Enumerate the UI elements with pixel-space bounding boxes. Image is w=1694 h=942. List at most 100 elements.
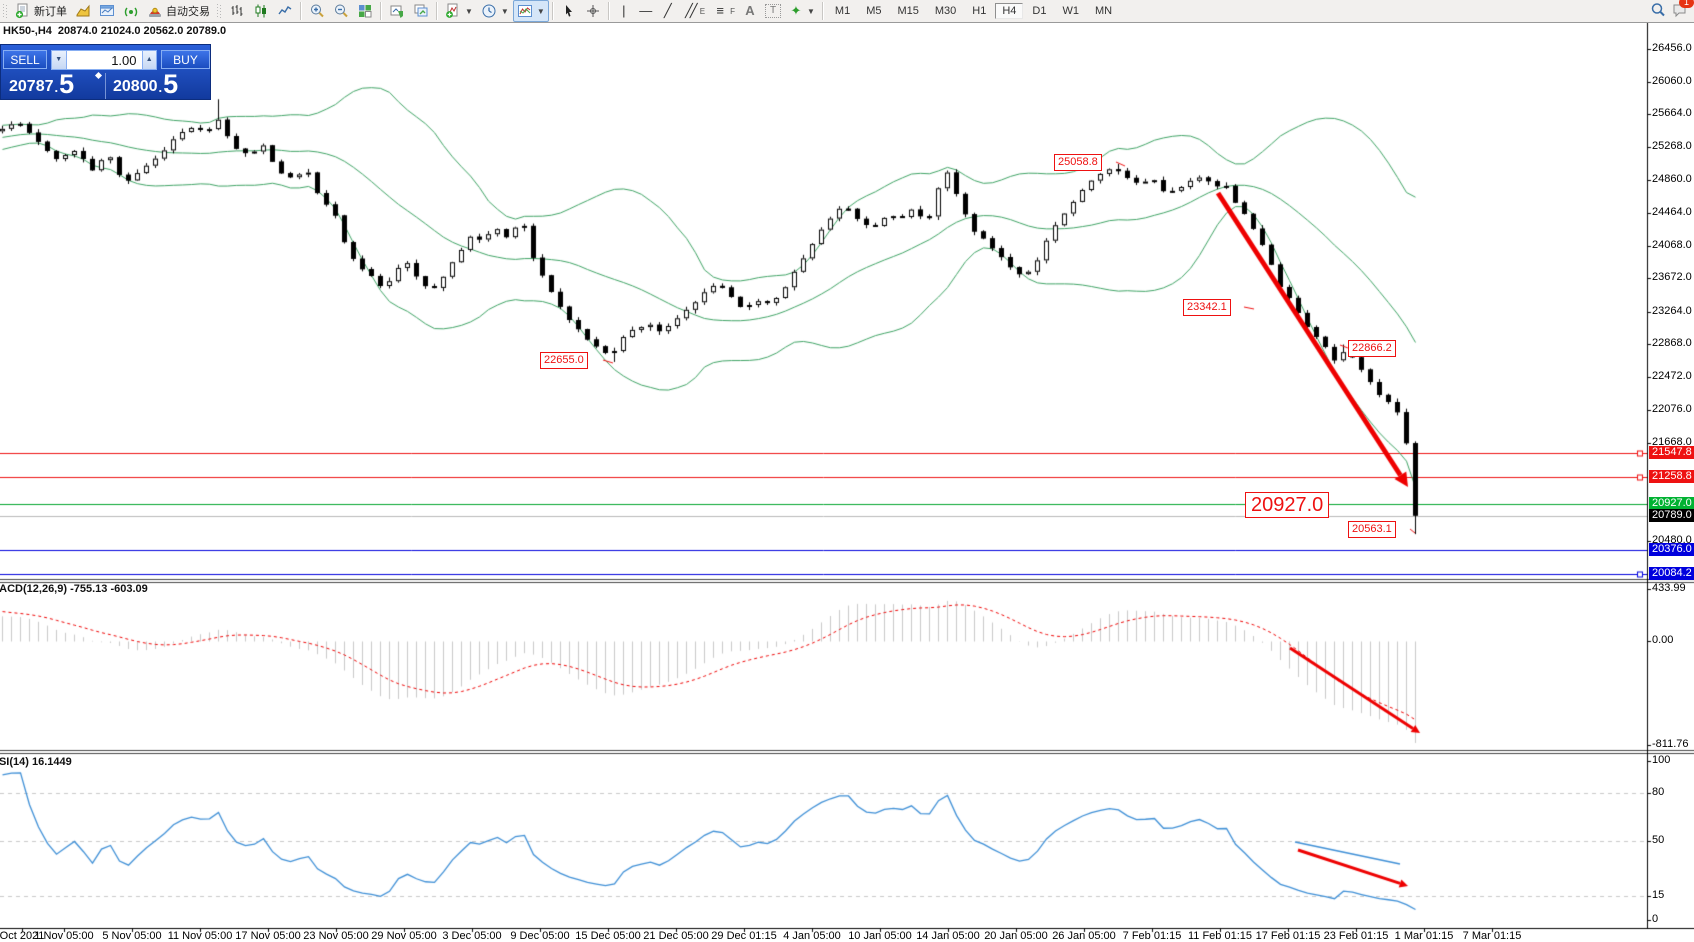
vertical-line-icon: | [622, 3, 626, 18]
candlestick-mode-button[interactable] [249, 0, 273, 22]
price-line-label: 21258.8 [1649, 469, 1694, 483]
rsi-indicator-label: RSI(14) 16.1449 [0, 756, 72, 768]
volume-decrease-button[interactable]: ▼ [51, 50, 67, 70]
clock-icon [481, 3, 497, 19]
time-axis-label: 9 Dec 05:00 [510, 930, 570, 942]
price-axis-tick: 22868.0 [1652, 337, 1692, 350]
time-axis-label: 15 Dec 05:00 [575, 930, 641, 942]
timeframe-M30[interactable]: M30 [934, 5, 957, 17]
time-axis-label: 7 Mar 01:15 [1462, 930, 1522, 942]
bar-chart-mode-button[interactable] [225, 0, 249, 22]
time-axis-label: 17 Feb 01:15 [1255, 930, 1321, 942]
candlestick-icon [253, 3, 269, 19]
timeframe-M5[interactable]: M5 [866, 5, 882, 17]
profiles-button[interactable] [71, 0, 95, 22]
time-axis-label: 1 Nov 05:00 [34, 930, 94, 942]
fibonacci-tool-button[interactable]: ≡ F [709, 0, 739, 22]
price-callout[interactable]: 22655.0 [540, 352, 588, 369]
zoom-in-icon [309, 3, 325, 19]
trendline-icon: ╱ [663, 3, 672, 18]
price-callout[interactable]: 22866.2 [1348, 340, 1396, 357]
time-axis-label: 7 Feb 01:15 [1122, 930, 1182, 942]
toolbar-grip[interactable] [217, 4, 222, 18]
text-tool-button[interactable]: A [739, 0, 761, 22]
sell-price: 20787. 5 [9, 69, 75, 99]
price-axis-tick: 25268.0 [1652, 139, 1692, 152]
timeframe-H4[interactable]: H4 [995, 3, 1024, 19]
channel-tool-button[interactable]: ╱╱ E [679, 0, 709, 22]
crosshair-tool-button[interactable] [581, 0, 605, 22]
price-callout-large[interactable]: 20927.0 [1245, 492, 1330, 518]
dropdown-caret-icon: ▼ [500, 6, 509, 16]
timeframe-D1[interactable]: D1 [1032, 5, 1047, 17]
equidistant-channel-icon: ╱╱ [684, 3, 698, 18]
indicators-dropdown-button[interactable]: ▼ [441, 0, 477, 22]
periods-dropdown-button[interactable]: ▼ [477, 0, 513, 22]
arrows-tool-button[interactable]: ✦ ▼ [785, 0, 819, 22]
one-click-trading-panel: SELL ▼ ▲ BUY 20787.5 20800.5 [0, 44, 211, 100]
macd-values: -755.13 -603.09 [70, 583, 148, 595]
toolbar-separator [607, 2, 610, 20]
price-line-label: 20376.0 [1649, 542, 1694, 556]
new-order-button[interactable]: 新订单 [11, 0, 71, 22]
notification-badge: 1 [1679, 0, 1694, 8]
timeframe-M1[interactable]: M1 [834, 5, 851, 17]
macd-axis-tick: 0.00 [1652, 634, 1674, 646]
templates-dropdown-button[interactable]: ▼ [512, 0, 549, 22]
rsi-axis-tick: 80 [1652, 785, 1665, 798]
timeframe-W1[interactable]: W1 [1062, 5, 1079, 17]
notifications-button[interactable]: 1 [1672, 0, 1694, 21]
volume-input[interactable] [66, 50, 142, 70]
price-axis-tick: 26060.0 [1652, 74, 1692, 87]
time-axis-label: 29 Dec 01:15 [711, 930, 777, 942]
zoom-in-button[interactable] [305, 0, 329, 22]
rsi-axis-tick: 50 [1652, 833, 1665, 846]
line-chart-icon [277, 3, 293, 19]
price-axis-tick: 23264.0 [1652, 304, 1692, 317]
dropdown-caret-icon: ▼ [536, 6, 545, 16]
template-chart-icon [517, 3, 533, 19]
sell-button[interactable]: SELL [3, 50, 47, 69]
chart-title: HK50-,H4 20874.0 21024.0 20562.0 20789.0 [3, 25, 232, 37]
tile-windows-button[interactable] [353, 0, 377, 22]
buy-button[interactable]: BUY [161, 50, 210, 69]
bar-chart-icon [229, 3, 245, 19]
main-toolbar: 新订单 自动交易 [0, 0, 1694, 23]
search-icon[interactable] [1650, 2, 1666, 21]
chart-symbol-period: HK50-,H4 [3, 25, 52, 37]
auto-arrange-button[interactable] [385, 0, 409, 22]
autotrading-icon [147, 3, 163, 19]
price-callout[interactable]: 25058.8 [1054, 154, 1102, 171]
rsi-value: 16.1449 [31, 756, 72, 768]
zoom-out-button[interactable] [329, 0, 353, 22]
text-label-tool-button[interactable]: T [761, 0, 785, 22]
time-axis-label: 1 Mar 01:15 [1394, 930, 1454, 942]
price-callout[interactable]: 23342.1 [1183, 299, 1231, 316]
timeframe-M15[interactable]: M15 [897, 5, 919, 17]
toolbar-separator [300, 2, 302, 20]
macd-axis-tick: 433.99 [1652, 582, 1686, 594]
new-order-label: 新订单 [34, 6, 67, 18]
time-axis-label: 20 Jan 05:00 [984, 930, 1048, 942]
chart-ohlc-values: 20874.0 21024.0 20562.0 20789.0 [57, 25, 227, 37]
toolbar-grip[interactable] [3, 4, 8, 18]
cursor-icon [561, 3, 577, 19]
rsi-axis-tick: 0 [1652, 913, 1659, 925]
autotrading-button[interactable]: 自动交易 [143, 0, 214, 22]
market-watch-button[interactable] [119, 0, 143, 22]
horizontal-line-tool-button[interactable]: — [635, 0, 657, 22]
line-chart-mode-button[interactable] [273, 0, 297, 22]
cursor-tool-button[interactable] [557, 0, 581, 22]
price-callout[interactable]: 20563.1 [1348, 521, 1396, 538]
timeframe-H1[interactable]: H1 [972, 5, 987, 17]
volume-increase-button[interactable]: ▲ [141, 50, 157, 70]
trendline-tool-button[interactable]: ╱ [657, 0, 679, 22]
macd-indicator-label: MACD(12,26,9) -755.13 -603.09 [0, 583, 148, 595]
charts-window-button[interactable] [95, 0, 119, 22]
vertical-line-tool-button[interactable]: | [613, 0, 635, 22]
time-axis-label: 14 Jan 05:00 [916, 930, 980, 942]
cascade-windows-button[interactable] [409, 0, 433, 22]
time-axis-label: 23 Feb 01:15 [1323, 930, 1389, 942]
timeframe-MN[interactable]: MN [1094, 5, 1113, 17]
